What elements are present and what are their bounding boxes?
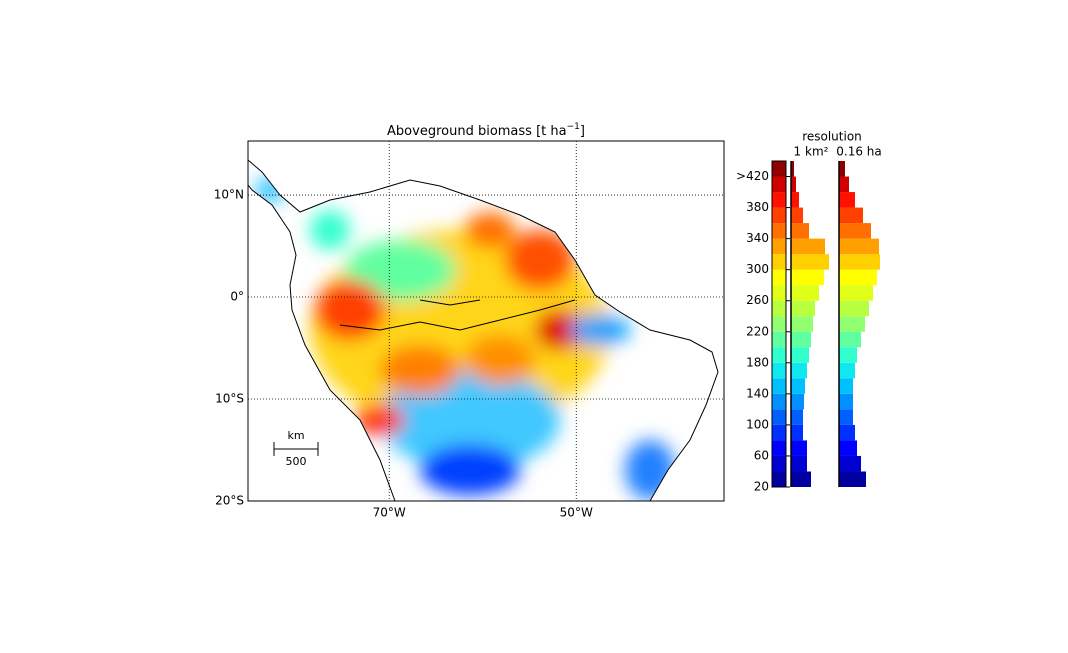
colorbar-segment [772, 161, 786, 177]
histogram-label: 0.16 ha [836, 145, 882, 159]
histogram-bar [839, 223, 871, 239]
histogram-heading: resolution [802, 130, 862, 144]
colorbar-tick-label: 220 [746, 324, 769, 338]
colorbar-tick-label: 260 [746, 293, 769, 307]
histogram-bar [791, 455, 807, 472]
histogram-bar [839, 316, 865, 332]
histogram-bar [791, 409, 803, 425]
histogram-bar [791, 285, 819, 301]
histogram-bar [791, 223, 809, 239]
colorbar-segment [772, 362, 786, 379]
coastline [248, 159, 719, 501]
colorbar-segment [772, 347, 786, 363]
lat-tick-label: 0° [230, 290, 244, 304]
histogram-bar [791, 393, 804, 410]
histogram-bar [839, 455, 861, 472]
histogram-bar [791, 176, 796, 193]
scale-unit: km [287, 429, 304, 442]
histogram-bar [839, 254, 880, 270]
histogram-bar [839, 393, 853, 410]
histogram-bar [791, 347, 809, 363]
histogram-bar [791, 378, 805, 394]
colorbar-segment [772, 285, 786, 301]
rivers [339, 299, 576, 331]
colorbar-segment [772, 254, 786, 270]
lon-tick-label: 50°W [560, 506, 593, 520]
histogram-bar [791, 316, 813, 332]
histogram-bar [791, 362, 807, 379]
histogram-bar [839, 269, 877, 286]
lat-tick-label: 20°S [215, 494, 244, 508]
map-title: Aboveground biomass [t ha−1] [387, 122, 585, 139]
lat-tick-label: 10°N [214, 188, 244, 202]
colorbar-segment [772, 393, 786, 410]
histogram-bar [839, 207, 863, 224]
colorbar-segment [772, 378, 786, 394]
colorbar-segment [772, 316, 786, 332]
biomass-layer [255, 178, 675, 500]
histogram-bar [791, 269, 824, 286]
colorbar-segment [772, 238, 786, 255]
title-end: ] [580, 124, 585, 139]
histogram-bar [839, 409, 853, 425]
colorbar-segment [772, 424, 786, 441]
title-text: Aboveground biomass [t ha [387, 124, 567, 139]
colorbar-segment [772, 300, 786, 317]
histogram-bar [839, 440, 857, 456]
histogram-bar [839, 331, 861, 348]
colorbar-segment [772, 223, 786, 239]
colorbar-tick-label: >420 [736, 169, 769, 183]
colorbar-tick-label: 300 [746, 262, 769, 276]
colorbar-segment [772, 331, 786, 348]
scale-label: 500 [286, 455, 307, 468]
colorbar-segment [772, 269, 786, 286]
colorbar-segment [772, 207, 786, 224]
histogram-bar [791, 331, 811, 348]
histogram-bar [791, 238, 825, 255]
histogram-bar [839, 347, 857, 363]
colorbar-tick-label: 20 [754, 480, 769, 494]
colorbar-segment [772, 471, 786, 487]
histogram-bar [839, 176, 849, 193]
histogram-bar [839, 192, 855, 208]
histogram-bar [791, 424, 803, 441]
colorbar-tick-label: 60 [754, 448, 769, 462]
title-superscript: −1 [567, 122, 580, 132]
histogram-bar [791, 471, 811, 487]
colorbar-frame [771, 160, 787, 488]
map-area [248, 159, 719, 501]
colorbar-tick-label: 340 [746, 231, 769, 245]
histogram-bar [791, 440, 807, 456]
histogram-bar [791, 192, 799, 208]
histogram-bar [791, 161, 794, 177]
lat-tick-label: 10°S [215, 392, 244, 406]
colorbar-segment [772, 455, 786, 472]
colorbar-segment [772, 440, 786, 456]
colorbar-segment [772, 192, 786, 208]
histogram-bar [839, 161, 845, 177]
histogram-bar [839, 424, 855, 441]
histogram-bar [839, 285, 873, 301]
colorbar-tick-label: 380 [746, 200, 769, 214]
histogram-bar [839, 238, 879, 255]
histogram-bar [839, 378, 853, 394]
colorbar-tick-label: 100 [746, 417, 769, 431]
colorbar-segment [772, 409, 786, 425]
histogram-bar [791, 207, 803, 224]
lon-tick-label: 70°W [373, 506, 406, 520]
histogram-bar [839, 300, 869, 317]
colorbar-tick-label: 180 [746, 355, 769, 369]
histogram-bar [839, 362, 855, 379]
histogram-label: 1 km² [794, 145, 829, 159]
histogram-bar [791, 300, 815, 317]
colorbar-segment [772, 176, 786, 193]
colorbar-tick-label: 140 [746, 386, 769, 400]
histogram-bar [839, 471, 866, 487]
histogram-bar [791, 254, 829, 270]
